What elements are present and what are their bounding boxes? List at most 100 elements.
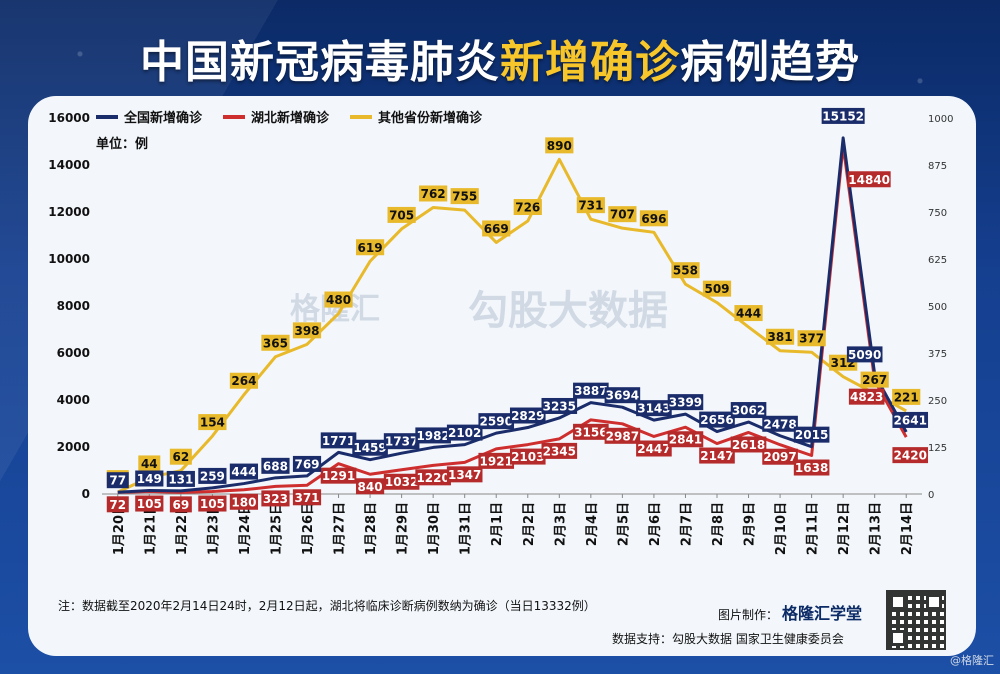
data-label: 3399 <box>669 396 702 410</box>
data-label: 2420 <box>894 449 927 463</box>
data-label-box <box>261 490 290 507</box>
data-label-box <box>699 411 735 428</box>
y-right-tick-label: 750 <box>928 208 947 219</box>
footnote: 注：数据截至2020年2月14日24时，2月12日起，湖北将临床诊断病例数纳为确… <box>58 599 596 613</box>
data-label-box <box>198 467 227 484</box>
x-tick-label: 1月23日 <box>206 502 221 555</box>
data-label-box <box>106 496 129 513</box>
data-label: 1921 <box>480 454 513 468</box>
x-tick-label: 1月27日 <box>333 502 348 555</box>
credit-brand: 格隆汇学堂 <box>782 604 863 623</box>
x-tick-label: 2月7日 <box>679 502 694 546</box>
data-label: 2829 <box>511 409 544 423</box>
data-label-box <box>482 220 511 237</box>
data-label: 480 <box>326 293 351 307</box>
data-label: 221 <box>894 390 919 404</box>
data-label-box <box>169 496 192 513</box>
data-label: 2147 <box>700 449 733 463</box>
x-tick-label: 2月9日 <box>743 502 758 546</box>
data-label-box <box>229 463 259 480</box>
y-left-tick-label: 10000 <box>48 252 90 266</box>
data-label-box <box>415 427 451 444</box>
y-left-tick-label: 16000 <box>48 111 90 125</box>
data-label: 3235 <box>543 399 576 413</box>
y-right-tick-label: 250 <box>928 396 947 407</box>
data-label: 726 <box>515 201 540 215</box>
data-label-box <box>509 448 546 465</box>
x-tick-label: 2月11日 <box>806 502 821 555</box>
y-left-tick-label: 4000 <box>57 393 90 407</box>
data-label-box <box>292 455 322 472</box>
data-label-box <box>846 346 883 363</box>
data-label-box <box>765 328 795 345</box>
data-label-box <box>604 387 641 404</box>
data-label: 131 <box>168 472 193 486</box>
data-label: 1737 <box>385 435 418 449</box>
data-label: 72 <box>109 498 126 512</box>
data-label-box <box>169 448 192 465</box>
y-left-tick-label: 12000 <box>48 205 90 219</box>
legend-label: 其他省份新增确诊 <box>378 110 483 126</box>
x-tick-label: 2月14日 <box>900 502 915 555</box>
data-label: 2097 <box>763 450 796 464</box>
data-label: 688 <box>263 459 288 473</box>
x-tick-label: 2月1日 <box>490 502 505 546</box>
watermark-gougu: 勾股大数据 <box>468 288 668 334</box>
data-label: 840 <box>358 480 383 494</box>
data-label-box <box>292 489 322 506</box>
data-label: 2841 <box>669 433 702 447</box>
data-label: 2345 <box>543 444 576 458</box>
y-left-tick-label: 2000 <box>57 440 90 454</box>
data-label: 4823 <box>850 390 883 404</box>
y-right-tick-label: 625 <box>928 255 947 266</box>
title-highlight: 新增确诊 <box>500 37 680 88</box>
data-label: 105 <box>137 497 162 511</box>
x-tick-label: 1月30日 <box>427 502 442 555</box>
legend-label: 全国新增确诊 <box>123 110 203 126</box>
data-label-box <box>608 206 637 223</box>
data-label: 2656 <box>700 413 733 427</box>
data-label-box <box>138 455 161 472</box>
data-label-box <box>821 107 865 124</box>
data-label-box <box>762 448 798 465</box>
data-label: 5090 <box>848 348 881 362</box>
corner-watermark: @格隆汇 <box>950 654 994 667</box>
x-tick-label: 2月10日 <box>774 502 789 555</box>
data-label: 381 <box>768 330 793 344</box>
data-label: 1220 <box>416 471 449 485</box>
data-label-box <box>892 447 929 464</box>
data-label-box <box>667 394 704 411</box>
data-label-box <box>636 440 672 457</box>
data-label: 2102 <box>448 426 481 440</box>
data-label-box <box>573 382 609 399</box>
data-label: 444 <box>736 307 761 321</box>
data-label: 44 <box>141 457 158 471</box>
data-label-box <box>446 424 483 441</box>
data-label-box <box>541 442 578 459</box>
data-label: 2590 <box>480 415 513 429</box>
data-label-box <box>415 469 451 486</box>
data-label-box <box>383 433 420 450</box>
data-label: 3887 <box>574 384 607 398</box>
x-tick-label: 1月22日 <box>175 502 190 555</box>
data-label-box <box>229 493 259 510</box>
data-label: 1459 <box>353 441 386 455</box>
data-label-box <box>320 467 357 484</box>
data-label: 619 <box>358 241 383 255</box>
x-tick-label: 2月4日 <box>585 502 600 546</box>
x-tick-label: 1月24日 <box>238 502 253 555</box>
data-label: 3694 <box>606 389 639 403</box>
data-label-box <box>324 291 353 308</box>
y-right-tick-label: 125 <box>928 443 947 454</box>
data-label: 62 <box>172 450 189 464</box>
qr-code-icon[interactable] <box>886 590 946 650</box>
data-label-box <box>198 495 227 512</box>
x-tick-label: 2月12日 <box>837 502 852 555</box>
data-label-box <box>513 199 542 216</box>
data-label-box <box>478 413 515 430</box>
x-tick-label: 2月13日 <box>869 502 884 555</box>
data-label: 377 <box>799 332 824 346</box>
series-line-1 <box>117 143 908 494</box>
unit-label: 单位：例 <box>96 136 148 152</box>
data-label-box <box>636 400 672 417</box>
